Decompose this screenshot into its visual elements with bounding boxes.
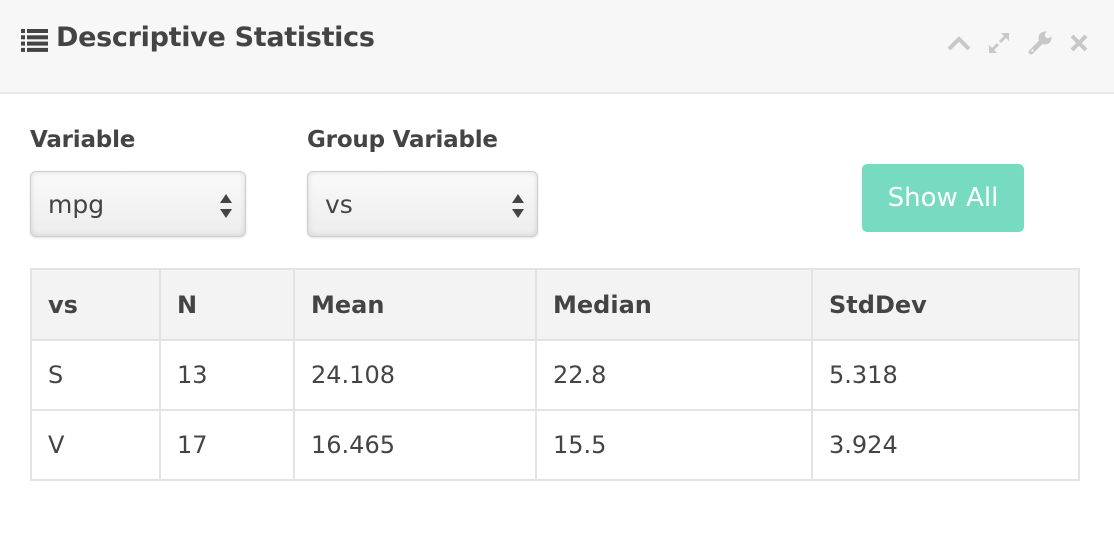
variable-label: Variable: [30, 127, 136, 153]
group-variable-select-value: vs: [325, 190, 353, 219]
chevron-up-icon[interactable]: [946, 30, 972, 56]
select-arrows-icon: [511, 193, 525, 219]
expand-icon[interactable]: [986, 30, 1012, 56]
variable-select[interactable]: mpg: [30, 171, 246, 237]
cell-group: S: [30, 339, 161, 411]
list-icon: [21, 29, 48, 52]
group-variable-label: Group Variable: [307, 127, 498, 153]
cell-mean: 16.465: [293, 409, 537, 481]
show-all-button[interactable]: Show All: [862, 164, 1024, 232]
column-header-n: N: [159, 268, 295, 341]
cell-median: 15.5: [535, 409, 813, 481]
group-variable-select[interactable]: vs: [307, 171, 538, 237]
close-icon[interactable]: [1066, 30, 1092, 56]
cell-mean: 24.108: [293, 339, 537, 411]
cell-stddev: 3.924: [811, 409, 1080, 481]
table-row: S 13 24.108 22.8 5.318: [30, 339, 1080, 411]
cell-stddev: 5.318: [811, 339, 1080, 411]
widget-title: Descriptive Statistics: [56, 22, 375, 53]
variable-select-value: mpg: [48, 190, 105, 219]
column-header-median: Median: [535, 268, 813, 341]
select-arrows-icon: [219, 193, 233, 219]
cell-n: 17: [159, 409, 295, 481]
statistics-table: vs N Mean Median StdDev S 13 24.108 22.8…: [30, 268, 1080, 481]
wrench-icon[interactable]: [1027, 30, 1053, 56]
cell-median: 22.8: [535, 339, 813, 411]
column-header-stddev: StdDev: [811, 268, 1080, 341]
table-row: V 17 16.465 15.5 3.924: [30, 409, 1080, 481]
cell-group: V: [30, 409, 161, 481]
table-header-row: vs N Mean Median StdDev: [30, 268, 1080, 341]
cell-n: 13: [159, 339, 295, 411]
widget-header: Descriptive Statistics: [0, 0, 1114, 94]
column-header-group: vs: [30, 268, 161, 341]
column-header-mean: Mean: [293, 268, 537, 341]
